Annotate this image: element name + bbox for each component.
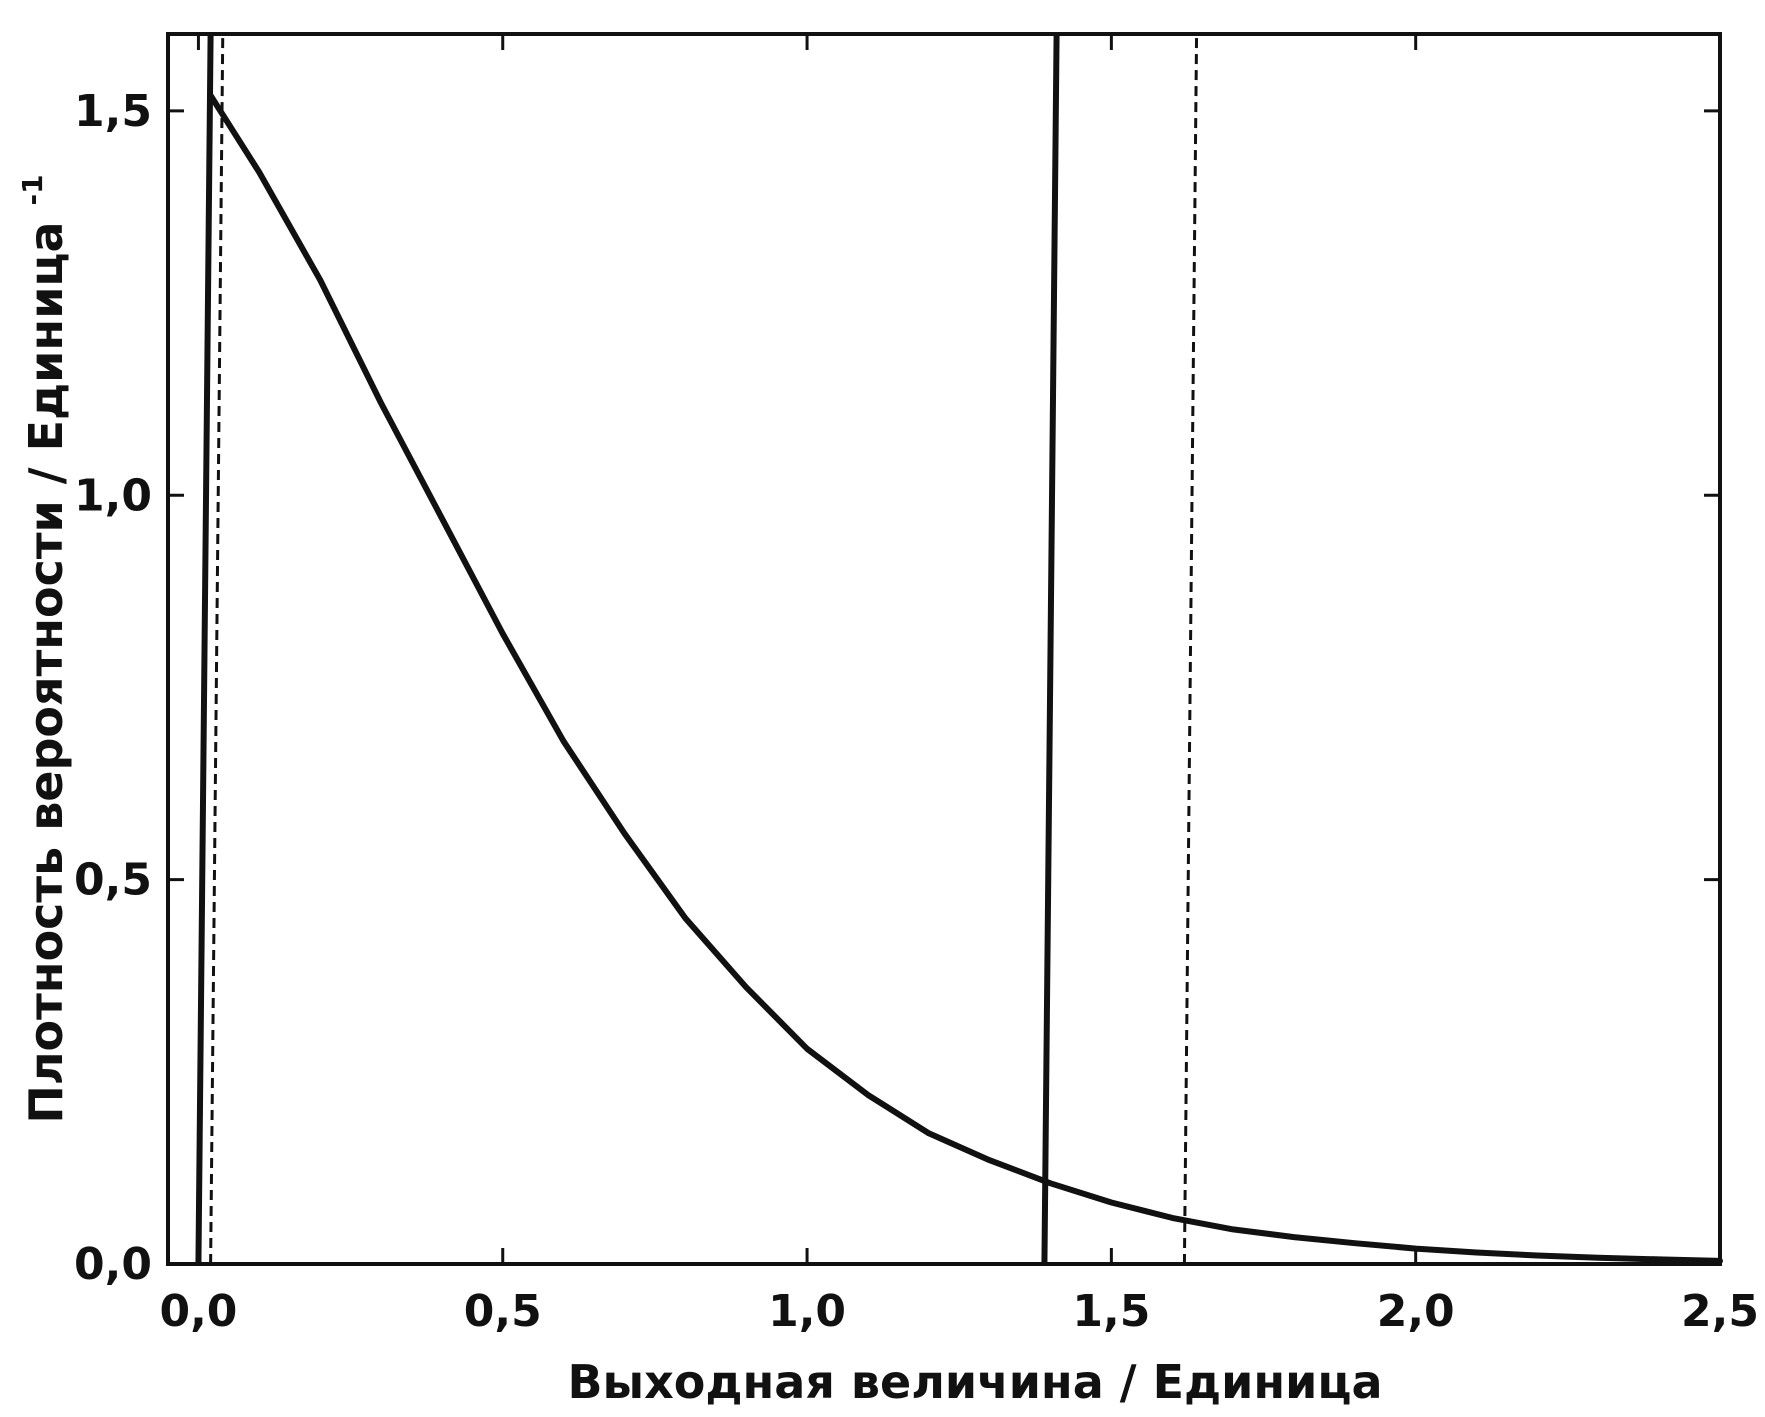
x-tick-label: 2,5 bbox=[1681, 1286, 1759, 1337]
x-tick-label: 1,5 bbox=[1072, 1286, 1150, 1337]
solid-vertical-line bbox=[195, 33, 214, 1265]
solid-vertical-line bbox=[1041, 33, 1060, 1265]
y-tick-label: 1,5 bbox=[74, 86, 152, 137]
y-tick-label: 1,0 bbox=[74, 470, 152, 521]
density-curve bbox=[207, 92, 1723, 1264]
x-axis-label: Выходная величина / Единица bbox=[567, 1355, 1382, 1409]
chart-marks bbox=[195, 33, 1723, 1265]
x-tick-label: 2,0 bbox=[1377, 1286, 1455, 1337]
ticks bbox=[168, 34, 1722, 1266]
dashed-vertical-line bbox=[209, 33, 225, 1265]
y-axis-label: Плотность вероятности / Единица -1 bbox=[16, 174, 73, 1123]
y-tick-label: 0,5 bbox=[74, 855, 152, 906]
y-tick-label: 0,0 bbox=[74, 1239, 152, 1290]
tick-labels: 0,0 0,5 1,0 1,5 2,0 2,5 0,0 0,5 1,0 1,5 bbox=[74, 86, 1759, 1337]
x-tick-label: 0,5 bbox=[464, 1286, 542, 1337]
plot-frame bbox=[166, 32, 1722, 1266]
x-tick-label: 0,0 bbox=[159, 1286, 237, 1337]
y-axis-label-superscript: -1 bbox=[16, 174, 49, 205]
dashed-vertical-line bbox=[1182, 33, 1199, 1265]
y-axis-label-text: Плотность вероятности / Единица bbox=[19, 221, 73, 1123]
x-tick-label: 1,0 bbox=[768, 1286, 846, 1337]
